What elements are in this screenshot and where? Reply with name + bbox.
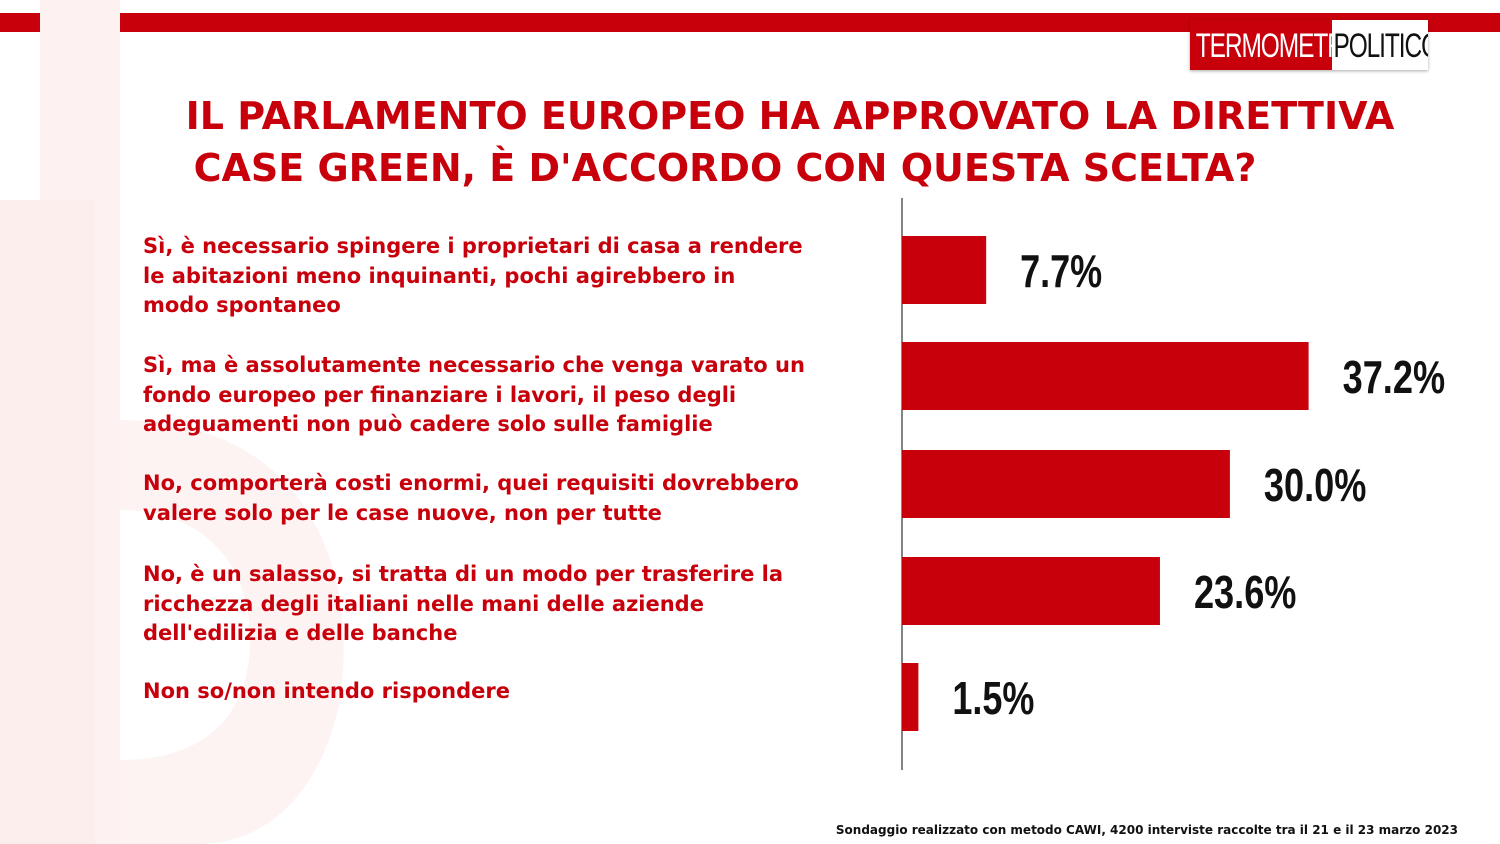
answer-label-1: Sì, è necessario spingere i proprietari … — [143, 234, 803, 317]
bar-1 — [902, 236, 987, 304]
value-label-2: 37.2% — [1343, 351, 1446, 403]
background-watermark — [0, 0, 344, 844]
page-title: IL PARLAMENTO EUROPEO HA APPROVATO LA DI… — [60, 90, 1500, 194]
answer-label-4: No, è un salasso, si tratta di un modo p… — [143, 562, 783, 645]
answer-label-5: Non so/non intendo rispondere — [143, 679, 510, 703]
answer-label-3: No, comporterà costi enormi, quei requis… — [143, 471, 799, 525]
bar-3 — [902, 450, 1230, 518]
value-label-4: 23.6% — [1194, 566, 1297, 618]
title-line-1: IL PARLAMENTO EUROPEO HA APPROVATO LA DI… — [185, 94, 1395, 138]
bar-5 — [902, 663, 919, 731]
top-accent-bar — [0, 13, 1500, 32]
bar-4 — [902, 557, 1160, 625]
value-label-1: 7.7% — [1020, 245, 1102, 297]
answer-label-2: Sì, ma è assolutamente necessario che ve… — [143, 353, 805, 436]
bar-2 — [902, 342, 1309, 410]
brand-logo: TERMOMETRO POLITICO — [1190, 20, 1428, 70]
footnote: Sondaggio realizzato con metodo CAWI, 42… — [835, 823, 1458, 837]
value-label-5: 1.5% — [952, 672, 1034, 724]
value-label-3: 30.0% — [1264, 459, 1367, 511]
title-line-2: CASE GREEN, È D'ACCORDO CON QUESTA SCELT… — [193, 146, 1257, 190]
